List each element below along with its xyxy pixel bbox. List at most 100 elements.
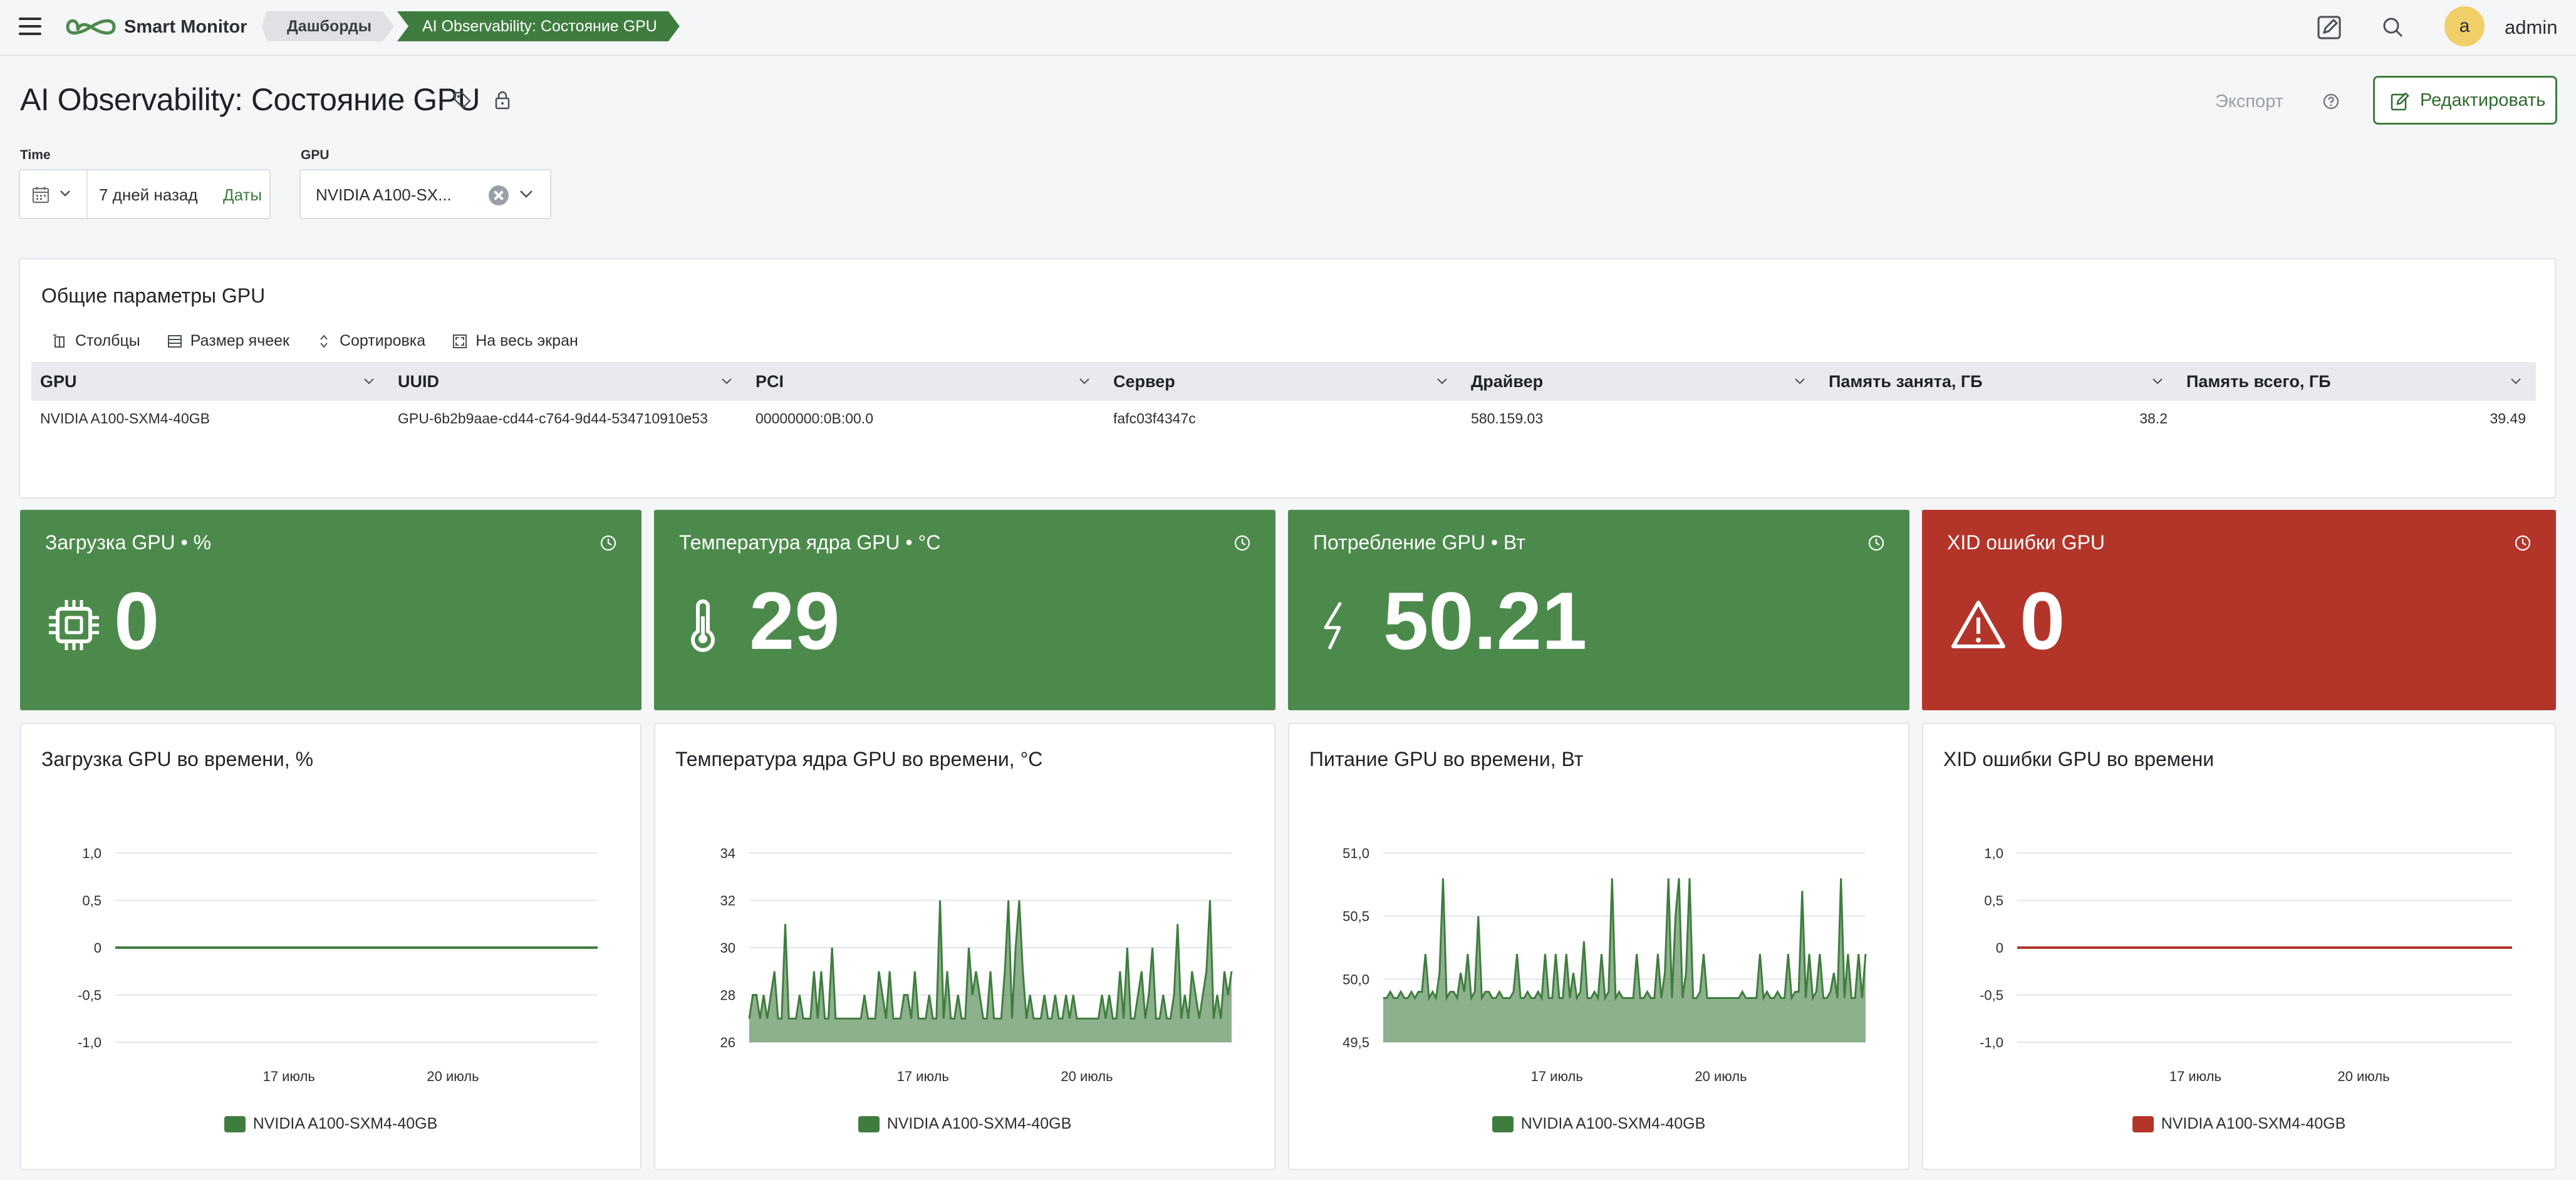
time-filter-label: Time	[20, 148, 51, 162]
stat-title: Потребление GPU • Вт	[1313, 531, 1525, 554]
stat-title: XID ошибки GPU	[1947, 531, 2106, 554]
clock-icon[interactable]	[599, 534, 618, 552]
column-header[interactable]: Сервер	[1104, 362, 1462, 401]
legend-swatch	[1492, 1115, 1514, 1132]
x-tick-label: 20 июль	[2337, 1069, 2389, 1084]
column-header[interactable]: PCI	[747, 362, 1104, 401]
chevron-down-icon[interactable]	[519, 189, 534, 199]
chart-title: Питание GPU во времени, Вт	[1309, 748, 1584, 770]
edit-button[interactable]: Редактировать	[2373, 76, 2557, 125]
chevron-down-icon[interactable]	[720, 377, 733, 386]
tag-icon[interactable]	[452, 90, 472, 110]
legend-swatch	[858, 1115, 880, 1132]
chevron-down-icon[interactable]	[1078, 377, 1091, 386]
edit-note-icon[interactable]	[2315, 14, 2343, 41]
help-icon[interactable]	[2322, 92, 2340, 111]
y-tick-label: 0	[94, 940, 101, 956]
calendar-icon[interactable]	[31, 185, 50, 204]
gpu-params-panel: Общие параметры GPU Столбцы Размер ячеек	[19, 258, 2556, 499]
time-range-value[interactable]: 7 дней назад	[99, 185, 198, 204]
columns-label: Столбцы	[75, 332, 140, 349]
clock-icon[interactable]	[1867, 534, 1886, 552]
menu-icon[interactable]	[19, 18, 41, 36]
legend-label: NVIDIA A100-SXM4-40GB	[252, 1115, 438, 1132]
chart-canvas[interactable]: 51,0 50,5 50,0 49,5 17 июль 20 июль	[1289, 724, 1911, 1171]
breadcrumb-dashboards[interactable]: Дашборды	[262, 11, 394, 41]
table-header: GPU UUID PCI Сервер Драйвер Память занят…	[31, 362, 2536, 401]
chart-canvas[interactable]: 1,0 0,5 0 -0,5 -1,0 17 июль 20 июль	[1923, 724, 2557, 1171]
logo-icon	[66, 19, 116, 35]
x-tick-label: 17 июль	[897, 1069, 949, 1084]
page-title: AI Observability: Состояние GPU	[20, 82, 480, 117]
y-tick-label: 32	[720, 893, 735, 909]
columns-button[interactable]: Столбцы	[51, 332, 140, 350]
chevron-down-icon[interactable]	[1794, 377, 1806, 386]
chevron-down-icon[interactable]	[2151, 377, 2164, 386]
column-header[interactable]: UUID	[389, 362, 747, 401]
y-tick-label: 1,0	[82, 846, 101, 861]
column-header[interactable]: Память всего, ГБ	[2178, 362, 2536, 401]
x-tick-label: 20 июль	[1061, 1069, 1113, 1084]
sort-button[interactable]: Сортировка	[316, 332, 425, 350]
chart-title: Загрузка GPU во времени, %	[41, 748, 314, 770]
chip-icon	[49, 600, 99, 650]
clear-icon[interactable]	[489, 185, 509, 205]
gpu-filter-label: GPU	[301, 148, 330, 162]
column-header[interactable]: Память занята, ГБ	[1820, 362, 2178, 401]
chevron-down-icon[interactable]	[1436, 377, 1448, 386]
column-header[interactable]: Драйвер	[1462, 362, 1820, 401]
column-header[interactable]: GPU	[31, 362, 389, 401]
chevron-down-icon[interactable]	[59, 189, 71, 198]
breadcrumb-current[interactable]: AI Observability: Состояние GPU	[397, 11, 680, 41]
chart-legend[interactable]: NVIDIA A100-SXM4-40GB	[1289, 1115, 1908, 1133]
y-tick-label: 0,5	[1984, 893, 2003, 909]
y-tick-label: 0,5	[82, 893, 101, 909]
sort-icon	[320, 334, 328, 348]
y-tick-label: 50,5	[1343, 909, 1369, 924]
clock-icon[interactable]	[1233, 534, 1252, 552]
y-tick-label: 30	[720, 940, 735, 956]
clock-icon[interactable]	[2513, 534, 2532, 552]
y-tick-label: -0,5	[78, 988, 101, 1003]
chart-legend[interactable]: NVIDIA A100-SXM4-40GB	[655, 1115, 1274, 1133]
chart-legend[interactable]: NVIDIA A100-SXM4-40GB	[21, 1115, 640, 1133]
chevron-down-icon[interactable]	[2510, 377, 2522, 386]
columns-icon	[53, 334, 65, 348]
gpu-select[interactable]: NVIDIA A100-SX...	[299, 169, 551, 219]
table-cell: 39.49	[2490, 410, 2526, 427]
table-row[interactable]: NVIDIA A100-SXM4-40GB GPU-6b2b9aae-cd44-…	[31, 401, 2536, 436]
x-tick-label: 20 июль	[427, 1069, 479, 1084]
edit-button-label: Редактировать	[2420, 90, 2546, 110]
y-tick-label: 49,5	[1343, 1035, 1369, 1050]
y-tick-label: 51,0	[1343, 846, 1369, 861]
series-line	[1383, 878, 1867, 1001]
lock-icon[interactable]	[492, 90, 512, 110]
legend-label: NVIDIA A100-SXM4-40GB	[1520, 1115, 1706, 1132]
legend-label: NVIDIA A100-SXM4-40GB	[886, 1115, 1072, 1132]
x-tick-label: 17 июль	[2169, 1069, 2221, 1084]
chart-canvas[interactable]: 34 32 30 28 26 17 июль 20 июль	[655, 724, 1277, 1171]
table-cell: GPU-6b2b9aae-cd44-c764-9d44-534710910e53	[398, 410, 708, 427]
x-tick-label: 17 июль	[263, 1069, 315, 1084]
gpu-select-value[interactable]: NVIDIA A100-SX...	[316, 185, 452, 204]
chart-canvas[interactable]: 1,0 0,5 0 -0,5 -1,0 17 июль 20 июль	[21, 724, 643, 1171]
cell-size-label: Размер ячеек	[190, 332, 289, 349]
table-cell: 00000000:0B:00.0	[756, 410, 874, 427]
avatar[interactable]: a	[2444, 6, 2485, 46]
username[interactable]: admin	[2505, 16, 2558, 38]
time-filter[interactable]: 7 дней назад Даты	[19, 169, 271, 219]
dates-button[interactable]: Даты	[223, 185, 262, 204]
top-bar: Smart Monitor Дашборды AI Observability:…	[0, 0, 2576, 56]
y-tick-label: -1,0	[1980, 1035, 2003, 1050]
y-tick-label: 28	[720, 988, 735, 1003]
brand-name: Smart Monitor	[124, 17, 247, 37]
y-tick-label: 34	[720, 846, 735, 861]
stat-panel-gpu-power: Потребление GPU • Вт 50.21	[1288, 510, 1909, 710]
cell-size-button[interactable]: Размер ячеек	[167, 332, 289, 350]
cell-size-icon	[167, 334, 182, 348]
search-icon[interactable]	[2379, 14, 2407, 41]
fullscreen-button[interactable]: На весь экран	[452, 332, 578, 350]
chevron-down-icon[interactable]	[363, 377, 375, 386]
chart-legend[interactable]: NVIDIA A100-SXM4-40GB	[1923, 1115, 2555, 1133]
export-button[interactable]: Экспорт	[2215, 91, 2283, 111]
